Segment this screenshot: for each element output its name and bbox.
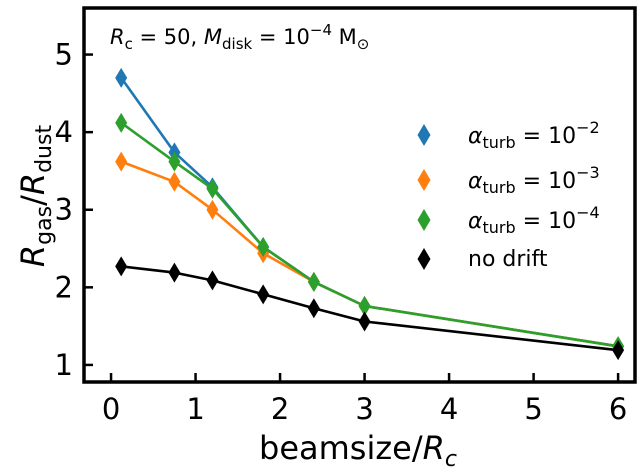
x-tick-label: 3 (355, 392, 373, 426)
data-point (168, 171, 181, 192)
legend-label: αturb = 10−4 (468, 203, 600, 237)
x-tick-label: 6 (609, 392, 627, 426)
legend-label: αturb = 10−2 (468, 118, 600, 152)
legend-marker (417, 169, 431, 191)
legend: αturb = 10−2 αturb = 10−3 αturb = 10−4 n… (417, 118, 600, 272)
data-point (115, 67, 128, 88)
plot-frame (82, 6, 637, 384)
data-point (115, 112, 128, 133)
legend-entry: no drift (417, 247, 548, 272)
legend-label: no drift (468, 247, 548, 272)
legend-marker (417, 124, 431, 146)
y-tick-label: 1 (55, 348, 73, 382)
legend-marker (417, 248, 431, 270)
y-tick-label: 5 (55, 38, 73, 72)
series (115, 112, 625, 357)
legend-marker (417, 209, 431, 231)
x-tick-label: 4 (440, 392, 458, 426)
data-point (168, 151, 181, 172)
data-point (115, 151, 128, 172)
y-tick-label: 3 (55, 193, 73, 227)
x-axis-label: beamsize/Rc (259, 429, 457, 469)
x-tick-label: 1 (186, 392, 204, 426)
data-point (206, 178, 219, 199)
data-point (168, 262, 181, 283)
legend-entry: αturb = 10−2 (417, 118, 600, 152)
x-tick-label: 5 (524, 392, 542, 426)
y-axis-label: Rgas/Rdust (14, 125, 57, 268)
data-point (206, 199, 219, 220)
x-tick-label: 0 (102, 392, 120, 426)
data-point (358, 311, 371, 332)
data-point (612, 340, 625, 361)
legend-label: αturb = 10−3 (468, 163, 600, 197)
data-point (307, 298, 320, 319)
legend-entry: αturb = 10−3 (417, 163, 600, 197)
chart-annotation: Rc = 50, Mdisk = 10−4 M⊙ (110, 21, 369, 53)
y-tick-label: 4 (55, 115, 73, 149)
data-point (257, 236, 270, 257)
series-line (120, 121, 619, 348)
series (115, 256, 625, 361)
legend-entry: αturb = 10−4 (417, 203, 600, 237)
data-point (358, 295, 371, 316)
y-tick-label: 2 (55, 270, 73, 304)
data-point (257, 284, 270, 305)
series-line (121, 265, 619, 352)
x-tick-label: 2 (271, 392, 289, 426)
series-layer (115, 67, 625, 361)
data-point (307, 271, 320, 292)
data-point (206, 270, 219, 291)
data-point (115, 256, 128, 277)
